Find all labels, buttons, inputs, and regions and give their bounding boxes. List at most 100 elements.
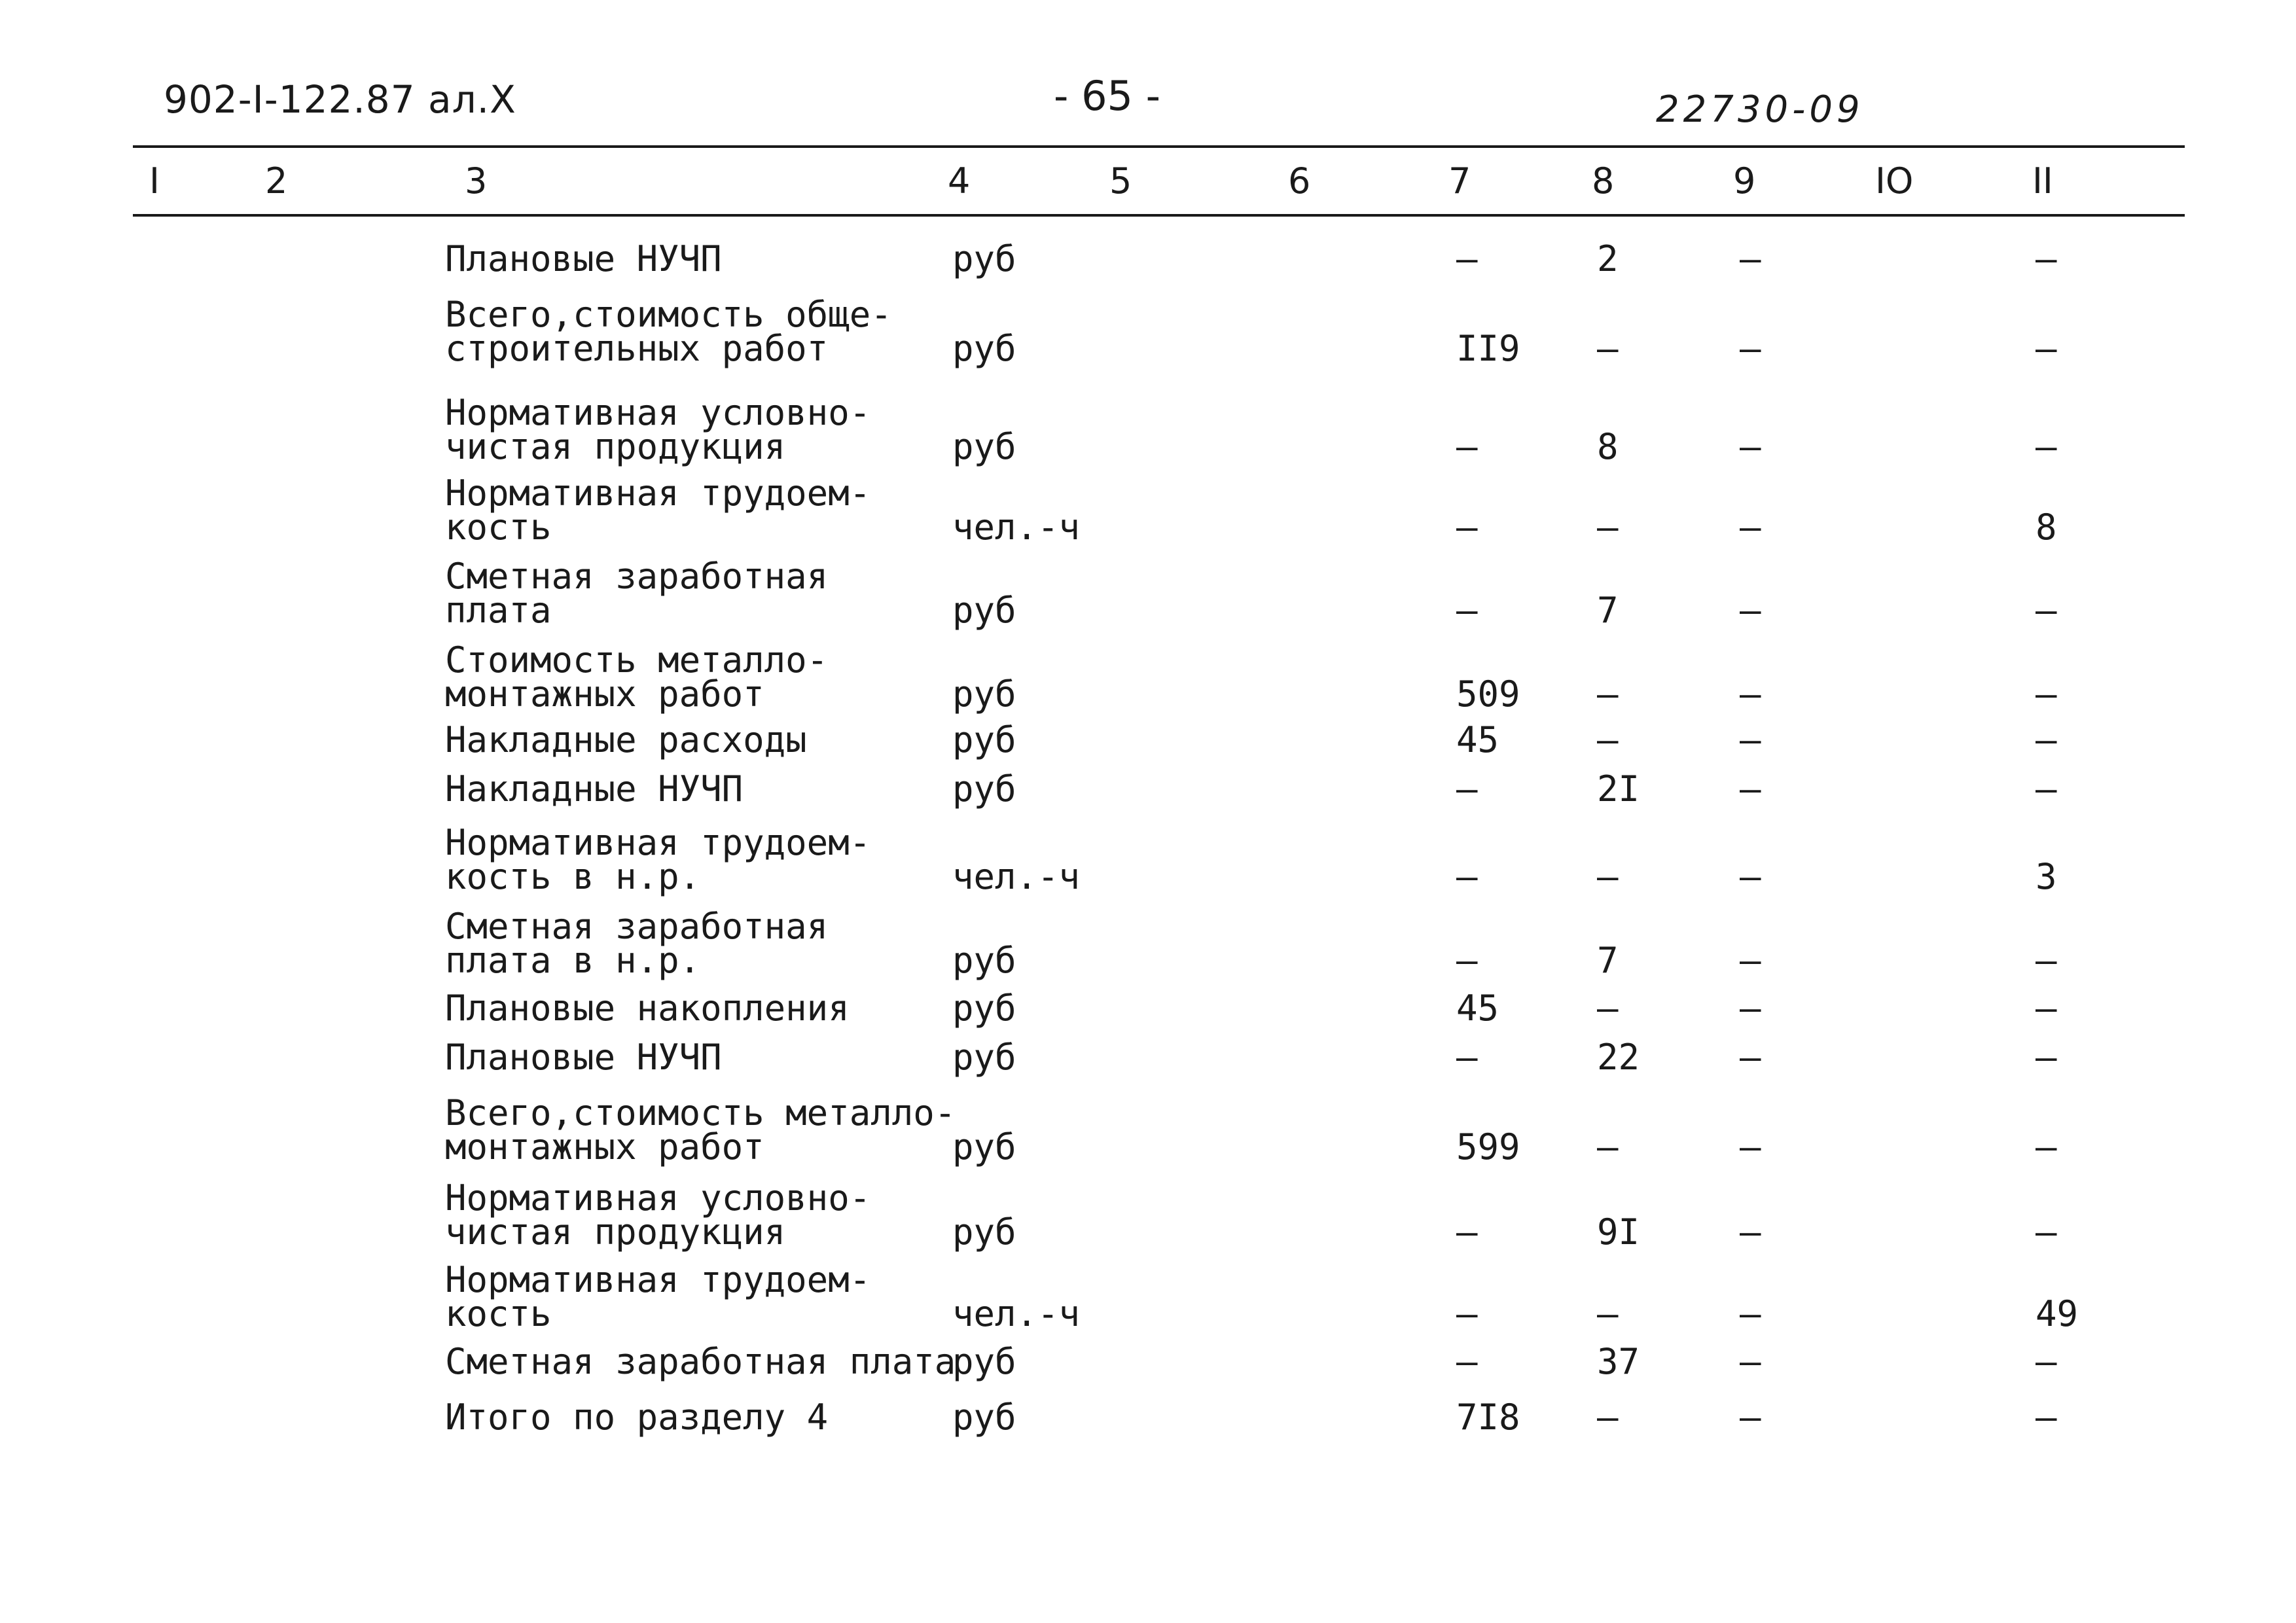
row-description: кость [445,1293,552,1334]
col8-value: – [1597,719,1619,760]
column-number: 7 [1448,160,1471,202]
col7-value: II9 [1456,328,1520,369]
col9-value: – [1740,328,1761,369]
col9-value: – [1740,1341,1761,1382]
row-description: Нормативная трудоем- [445,1259,871,1300]
col8-value: – [1597,856,1619,897]
col8-value: – [1597,1126,1619,1168]
row-unit: чел.-ч [952,856,1081,897]
page-number: - 65 - [1054,72,1161,120]
col9-value: – [1740,590,1761,631]
col9-value: – [1740,1126,1761,1168]
row-description: плата [445,590,552,631]
col8-value: – [1597,328,1619,369]
row-description: Всего,стоимость металло- [445,1092,956,1133]
col7-value: – [1456,590,1478,631]
col11-value: – [2036,719,2057,760]
col8-value: 8 [1597,426,1619,467]
col8-value: 9I [1597,1211,1640,1253]
col8-value: – [1597,1397,1619,1438]
col9-value: – [1740,426,1761,467]
row-unit: руб [952,1126,1016,1168]
row-unit: руб [952,328,1016,369]
col11-value: 3 [2036,856,2057,897]
column-number: 4 [948,160,971,202]
col11-value: – [2036,1126,2057,1168]
row-description: Нормативная трудоем- [445,473,871,514]
table-top-rule [133,145,2185,148]
col8-value: – [1597,507,1619,548]
column-number: 2 [265,160,288,202]
col8-value: – [1597,1293,1619,1334]
row-unit: руб [952,988,1016,1029]
row-description: чистая продукция [445,426,786,467]
column-number: 9 [1733,160,1756,202]
column-number: 8 [1592,160,1615,202]
col7-value: 599 [1456,1126,1520,1168]
col11-value: – [2036,940,2057,981]
col8-value: – [1597,988,1619,1029]
row-description: Плановые НУЧП [445,238,722,279]
row-description: Нормативная условно- [445,1177,871,1219]
row-unit: чел.-ч [952,507,1081,548]
row-description: Всего,стоимость обще- [445,294,892,335]
col9-value: – [1740,768,1761,810]
col7-value: – [1456,856,1478,897]
row-description: Нормативная условно- [445,392,871,433]
col9-value: – [1740,238,1761,279]
col7-value: – [1456,1293,1478,1334]
row-description: монтажных работ [445,1126,764,1168]
row-description: строительных работ [445,328,829,369]
row-description: кость в н.р. [445,856,701,897]
row-description: Сметная заработная [445,556,829,597]
row-description: Накладные НУЧП [445,768,744,810]
row-description: Сметная заработная [445,906,829,947]
row-unit: руб [952,719,1016,760]
row-unit: руб [952,238,1016,279]
row-description: Сметная заработная плата [445,1341,956,1382]
col11-value: – [2036,1341,2057,1382]
column-number: I [149,160,160,202]
document-code: 902-I-122.87 ал.X [164,77,516,122]
column-number: 3 [465,160,488,202]
row-description: плата в н.р. [445,940,701,981]
column-number: 5 [1109,160,1132,202]
col7-value: – [1456,1341,1478,1382]
col9-value: – [1740,856,1761,897]
row-description: Итого по разделу 4 [445,1397,829,1438]
col8-value: 22 [1597,1037,1640,1078]
col7-value: – [1456,507,1478,548]
row-description: Стоимость металло- [445,639,829,681]
col11-value: – [2036,988,2057,1029]
row-unit: руб [952,768,1016,810]
col9-value: – [1740,719,1761,760]
row-description: монтажных работ [445,673,764,715]
col11-value: – [2036,768,2057,810]
row-unit: руб [952,426,1016,467]
col11-value: 49 [2036,1293,2079,1334]
col11-value: – [2036,1397,2057,1438]
col11-value: 8 [2036,507,2057,548]
col11-value: – [2036,673,2057,715]
col8-value: 7 [1597,590,1619,631]
table-header-rule [133,214,2185,217]
row-unit: чел.-ч [952,1293,1081,1334]
col7-value: – [1456,940,1478,981]
col9-value: – [1740,1293,1761,1334]
col9-value: – [1740,673,1761,715]
col9-value: – [1740,1211,1761,1253]
col8-value: 2 [1597,238,1619,279]
col7-value: 45 [1456,719,1499,760]
col11-value: – [2036,238,2057,279]
col8-value: – [1597,673,1619,715]
col7-value: – [1456,1211,1478,1253]
row-unit: руб [952,673,1016,715]
col8-value: 37 [1597,1341,1640,1382]
row-description: Накладные расходы [445,719,807,760]
col11-value: – [2036,426,2057,467]
row-description: Плановые накопления [445,988,850,1029]
row-unit: руб [952,1397,1016,1438]
col11-value: – [2036,328,2057,369]
row-unit: руб [952,1341,1016,1382]
registry-number: 22730-09 [1656,88,1864,131]
